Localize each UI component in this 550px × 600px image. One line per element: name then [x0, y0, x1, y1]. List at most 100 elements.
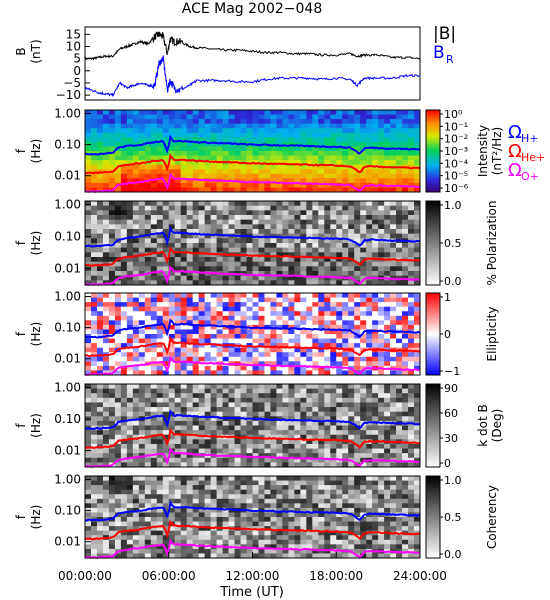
spectrogram-cell — [408, 164, 415, 170]
spectrogram-cell — [85, 315, 92, 321]
spectrogram-cell — [150, 489, 158, 495]
spectrogram-cell — [144, 173, 152, 179]
spectrogram-cell — [294, 407, 301, 413]
legend-o-plus-sub: O+ — [521, 170, 539, 183]
spectrogram-cell — [162, 110, 170, 115]
spectrogram-cell — [396, 243, 403, 249]
spectrogram-cell — [288, 407, 295, 413]
spectrogram-cell — [108, 164, 116, 170]
spectrogram-cell — [102, 119, 110, 125]
spectrogram-cell — [324, 257, 331, 263]
spectrogram-cell — [318, 407, 325, 413]
spectrogram-cell — [114, 526, 122, 532]
spectrogram-cell — [174, 178, 182, 184]
spectrogram-cell — [378, 416, 385, 422]
spectrogram-cell — [264, 535, 271, 541]
spectrogram-cell — [408, 160, 415, 166]
spectrogram-cell — [324, 280, 331, 286]
spectrogram-cell — [288, 302, 295, 308]
spectrogram-cell — [300, 507, 307, 513]
spectrogram-cell — [342, 224, 349, 230]
spectrogram-cell — [186, 425, 194, 431]
spectrogram-cell — [204, 485, 212, 491]
spectrogram-cell — [138, 347, 146, 353]
spectrogram-cell — [390, 271, 397, 277]
spectrogram-cell — [198, 261, 206, 267]
spectrogram-cell — [85, 356, 92, 362]
spectrogram-cell — [318, 243, 325, 249]
spectrogram-cell — [384, 425, 391, 431]
spectrogram-cell — [204, 489, 212, 495]
spectrogram-cell — [294, 430, 301, 436]
spectrogram-cell — [318, 352, 325, 358]
spectrogram-cell — [216, 530, 223, 536]
spectrogram-cell — [120, 480, 128, 486]
spectrogram-cell — [372, 233, 379, 239]
spectrogram-cell — [282, 257, 289, 263]
spectrogram-cell — [378, 453, 385, 459]
spectrogram-cell — [228, 430, 235, 436]
spectrogram-cell — [330, 338, 337, 344]
spectrogram-cell — [210, 224, 218, 230]
spectrogram-cell — [306, 416, 313, 422]
spectrogram-cell — [390, 224, 397, 230]
spectrogram-cell — [408, 356, 415, 362]
spectrogram-cell — [336, 361, 343, 367]
spectrogram-cell — [102, 132, 110, 138]
spectrogram-cell — [408, 119, 415, 125]
spectrogram-cell — [204, 397, 212, 403]
spectrogram-cell — [270, 517, 277, 522]
spectrogram-cell — [300, 315, 307, 321]
spectrogram-cell — [282, 110, 289, 115]
spectrogram-cell — [180, 507, 188, 513]
spectrogram-cell — [150, 462, 158, 468]
spectrogram-cell — [234, 356, 241, 362]
spectrogram-cell — [132, 434, 140, 440]
spectrogram-cell — [114, 119, 122, 125]
spectrogram-cell — [258, 512, 265, 518]
spectrogram-cell — [228, 535, 235, 541]
spectrogram-cell — [198, 416, 206, 422]
spectrogram-cell — [168, 361, 176, 367]
spectrogram-cell — [294, 306, 301, 312]
spectrogram-cell — [300, 503, 307, 509]
spectrogram-cell — [174, 521, 182, 527]
spectrogram-cell — [252, 229, 259, 235]
spectrogram-cell — [132, 302, 140, 308]
spectrogram-cell — [204, 257, 212, 263]
spectrogram-cell — [408, 173, 415, 179]
spectrogram-cell — [372, 443, 379, 449]
spectrogram-cell — [114, 293, 122, 298]
spectrogram-cell — [276, 553, 283, 559]
spectrogram-cell — [378, 114, 385, 120]
spectrogram-cell — [102, 485, 110, 491]
spectrogram-cell — [300, 155, 307, 161]
spectrogram-cell — [90, 182, 98, 188]
spectrogram-cell — [300, 425, 307, 431]
spectrogram-cell — [198, 315, 206, 321]
spectrogram-cell — [294, 347, 301, 353]
spectrogram-cell — [288, 393, 295, 399]
spectrogram-cell — [198, 521, 206, 527]
spectrogram-cell — [312, 160, 319, 166]
spectrogram-cell — [408, 123, 415, 129]
spectrogram-cell — [354, 173, 361, 179]
spectrogram-cell — [150, 233, 158, 239]
spectrogram-cell — [366, 411, 373, 417]
spectrogram-cell — [102, 271, 110, 277]
spectrogram-cell — [336, 132, 343, 138]
spectrogram-cell — [318, 119, 325, 125]
spectrogram-cell — [330, 521, 337, 527]
spectrogram-cell — [204, 137, 212, 143]
spectrogram-cell — [336, 247, 343, 253]
spectrogram-cell — [366, 169, 373, 175]
spectrogram-cell — [150, 535, 158, 541]
spectrogram-cell — [186, 457, 194, 463]
spectrogram-cell — [306, 443, 313, 449]
spectrogram-cell — [108, 324, 116, 330]
spectrogram-cell — [264, 315, 271, 321]
spectrogram-cell — [318, 297, 325, 303]
spectrogram-cell — [126, 110, 134, 115]
y-tick-label: 1.00 — [54, 290, 81, 304]
spectrogram-cell — [402, 233, 409, 239]
